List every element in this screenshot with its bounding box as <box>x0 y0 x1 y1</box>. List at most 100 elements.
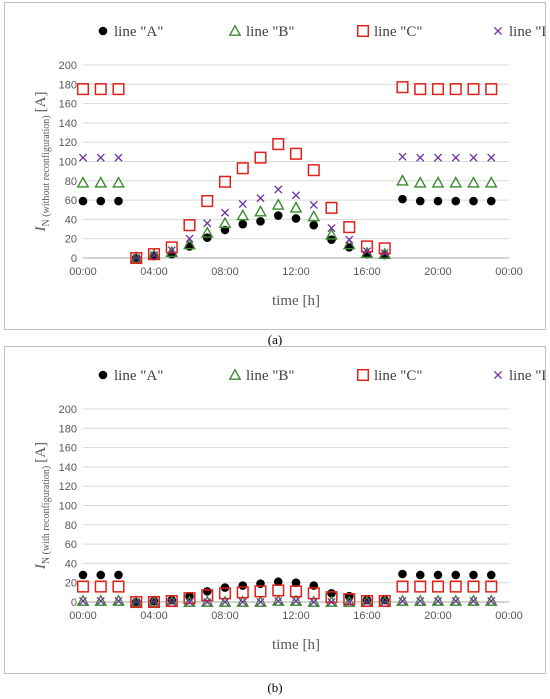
data-point <box>345 597 354 607</box>
data-point <box>254 585 267 598</box>
data-point <box>203 219 212 228</box>
data-point <box>360 246 374 259</box>
data-point <box>200 226 214 238</box>
data-point <box>451 570 461 580</box>
data-point <box>273 577 283 587</box>
data-point <box>451 153 460 162</box>
data-point <box>380 597 389 607</box>
data-point <box>433 153 443 162</box>
x-tick-label: 08:00 <box>211 266 239 278</box>
data-point <box>469 196 478 206</box>
data-point <box>78 596 88 606</box>
y-axis-label: IN (with reconfiguration) [A] <box>33 442 52 570</box>
data-point <box>327 597 336 607</box>
legend-label: line "A" <box>114 368 163 384</box>
y-tick-label: 120 <box>59 137 77 149</box>
y-tick-label: 80 <box>65 176 77 188</box>
legend-label: line "D" <box>509 368 545 384</box>
x-tick-label: 00:00 <box>69 266 97 278</box>
data-point <box>413 176 427 188</box>
data-point <box>416 596 425 606</box>
data-point <box>380 249 389 258</box>
data-point <box>94 176 108 188</box>
data-point <box>449 594 463 606</box>
data-point <box>467 83 480 96</box>
chart-a: 0 20 40 60 80 100 120 140 160 180 200 00:00 04:00 08:… <box>33 24 545 309</box>
y-tick-label: 40 <box>65 214 77 226</box>
data-point <box>254 151 267 164</box>
y-tick-label: 200 <box>59 404 77 416</box>
data-point <box>431 594 445 606</box>
data-point <box>165 241 178 254</box>
data-point <box>449 83 462 96</box>
data-point <box>76 580 90 593</box>
y-tick-label: 180 <box>59 79 77 91</box>
data-point <box>271 594 285 606</box>
data-point <box>220 208 230 217</box>
data-point <box>183 237 196 250</box>
data-point <box>114 596 123 606</box>
data-point <box>274 596 283 606</box>
data-point <box>433 196 443 206</box>
data-point <box>183 592 196 605</box>
data-point <box>218 175 232 188</box>
legend-item-c: line "C" <box>356 368 423 384</box>
data-point <box>202 587 212 596</box>
x-axis-label: time [h] <box>272 637 320 653</box>
data-point <box>342 237 356 250</box>
data-point <box>325 201 338 214</box>
gridlines <box>83 408 509 603</box>
data-point <box>228 24 242 36</box>
data-point <box>396 81 409 94</box>
data-point <box>129 251 143 263</box>
y-tick-label: 60 <box>65 195 77 207</box>
data-point <box>238 597 247 607</box>
data-point <box>307 595 321 607</box>
data-point <box>256 597 265 607</box>
y-axis-label-sub: N (with reconfiguration) <box>41 466 52 564</box>
data-point <box>130 595 143 609</box>
data-point <box>236 586 249 599</box>
data-point <box>289 585 303 598</box>
data-point <box>396 594 409 606</box>
data-point <box>415 196 425 206</box>
data-point <box>325 595 338 607</box>
y-tick-label: 80 <box>65 520 77 532</box>
data-point <box>487 596 496 606</box>
data-point <box>238 219 248 229</box>
data-point <box>76 594 90 606</box>
data-point <box>228 368 242 380</box>
data-point <box>289 201 303 213</box>
data-point <box>78 570 88 580</box>
data-point <box>356 24 370 38</box>
series-d <box>78 152 496 263</box>
data-point <box>356 368 370 382</box>
data-point <box>307 587 320 600</box>
y-tick-label: 0 <box>71 253 77 265</box>
y-tick-label: 20 <box>65 234 77 246</box>
data-point <box>291 596 301 606</box>
x-tick-label: 04:00 <box>140 266 168 278</box>
y-tick-label: 200 <box>59 60 77 72</box>
y-axis-label-unit: [A] <box>33 92 49 113</box>
data-point <box>201 589 214 602</box>
x-axis-label: time [h] <box>272 293 320 309</box>
y-tick-label: 100 <box>59 157 77 169</box>
data-point <box>238 581 248 590</box>
data-point <box>343 593 356 606</box>
data-point <box>274 185 283 194</box>
data-point <box>165 245 179 258</box>
data-point <box>493 26 503 36</box>
data-point <box>272 584 285 597</box>
y-tick-label: 0 <box>71 597 77 609</box>
data-point <box>94 594 108 606</box>
data-point <box>96 596 105 606</box>
legend-item-d: line "D" <box>493 24 545 40</box>
legend-label: line "B" <box>246 24 295 40</box>
data-point <box>486 570 496 580</box>
y-tick-label: 180 <box>59 423 77 435</box>
data-point <box>416 153 425 162</box>
data-point <box>220 597 230 607</box>
data-point <box>149 597 159 607</box>
data-point <box>415 570 425 580</box>
